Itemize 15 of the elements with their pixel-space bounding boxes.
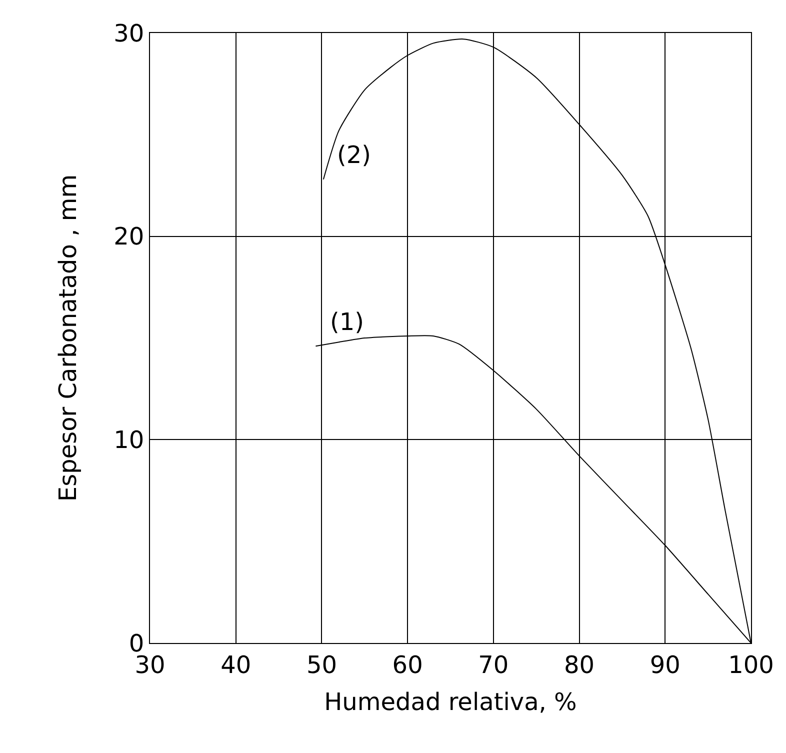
- x-axis-title: Humedad relativa, %: [324, 688, 577, 716]
- x-tick-label: 30: [134, 650, 166, 679]
- x-tick-label: 100: [728, 650, 774, 679]
- y-tick-label: 30: [114, 19, 144, 48]
- y-axis-title: Espesor Carbonatado , mm: [54, 174, 82, 502]
- x-tick-label: 80: [564, 650, 595, 679]
- x-tick-label: 40: [220, 650, 252, 679]
- x-tick-label: 70: [478, 650, 509, 679]
- x-tick-label: 90: [650, 650, 680, 679]
- y-tick-label: 20: [114, 222, 144, 251]
- series-label: (2): [337, 141, 371, 169]
- x-tick-label: 50: [306, 650, 337, 679]
- series-label: (1): [330, 308, 364, 336]
- y-tick-label: 10: [114, 426, 144, 454]
- x-tick-label: 60: [392, 650, 423, 679]
